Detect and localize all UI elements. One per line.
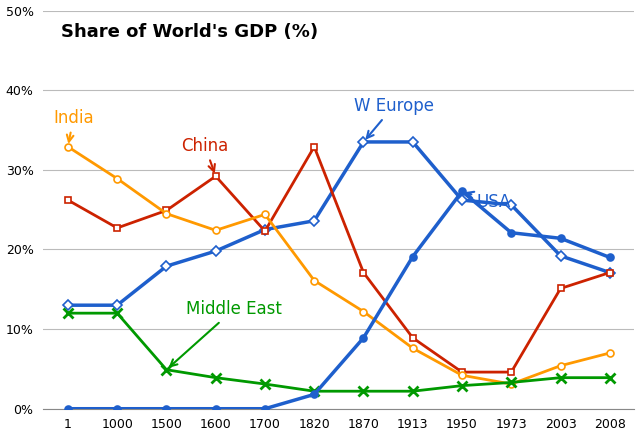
Text: India: India xyxy=(53,109,93,142)
Text: Share of World's GDP (%): Share of World's GDP (%) xyxy=(61,22,318,41)
Text: Middle East: Middle East xyxy=(170,300,282,366)
Text: China: China xyxy=(181,137,228,171)
Text: USA: USA xyxy=(467,192,511,211)
Text: W Europe: W Europe xyxy=(354,97,434,138)
